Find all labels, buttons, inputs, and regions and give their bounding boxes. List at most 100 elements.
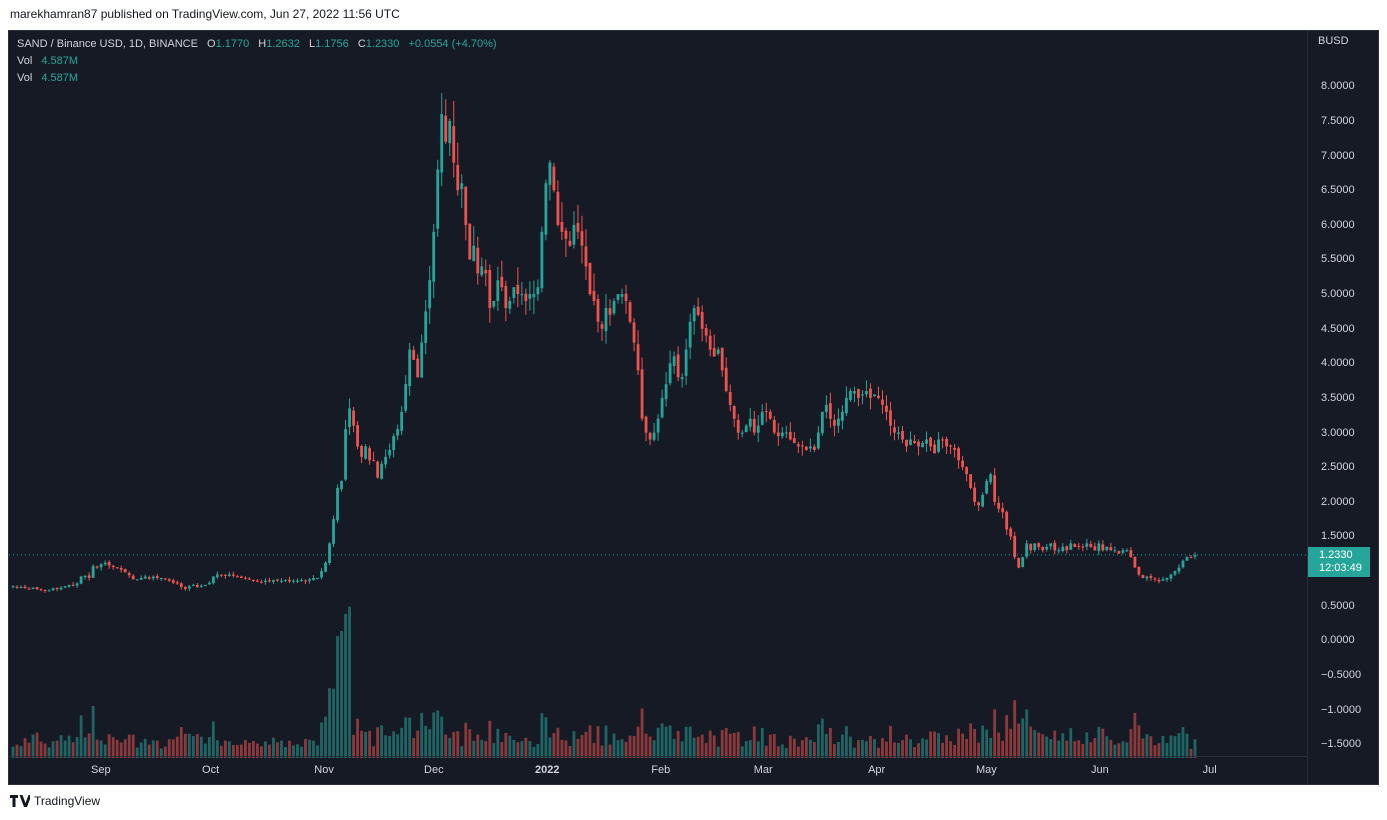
- candle-body: [993, 475, 997, 502]
- candle-body: [143, 576, 147, 579]
- volume-bar: [284, 747, 287, 758]
- volume-bar: [933, 731, 936, 758]
- volume-bar: [27, 742, 31, 758]
- symbol-label[interactable]: SAND / Binance USD, 1D, BINANCE: [17, 38, 198, 50]
- candle-body: [175, 582, 179, 584]
- volume-bar: [1001, 740, 1005, 758]
- time-axis[interactable]: Sep Oct Nov Dec 2022 Feb Mar Apr May Jun Jul: [9, 756, 1308, 784]
- volume-bar: [624, 741, 628, 758]
- price-axis[interactable]: BUSD 1.2330 12:03:49 8.0000 7.5000 7.0000 6…: [1307, 31, 1378, 784]
- candle-body: [304, 580, 307, 582]
- volume-legend-row[interactable]: Vol 4.587M: [17, 53, 497, 70]
- volume-bar: [1185, 733, 1189, 758]
- price-tick-label: −0.5000: [1321, 668, 1362, 681]
- volume-bar: [1077, 740, 1081, 758]
- candle-body: [736, 419, 740, 433]
- candle-body: [764, 410, 768, 412]
- chart-pane[interactable]: SAND / Binance USD, 1D, BINANCE O1.1770 …: [8, 30, 1379, 785]
- volume-bar: [360, 730, 363, 758]
- volume-bar: [1145, 734, 1149, 758]
- volume-bar: [111, 737, 115, 758]
- candle-body: [680, 377, 684, 380]
- candle-body: [969, 474, 973, 488]
- volume-bar: [704, 742, 708, 758]
- candle-body: [1137, 566, 1141, 575]
- candle-body: [328, 543, 331, 564]
- candle-body: [1005, 511, 1009, 530]
- ohlc-legend-row[interactable]: SAND / Binance USD, 1D, BINANCE O1.1770 …: [17, 36, 497, 53]
- candle-body: [1101, 544, 1105, 551]
- volume-bar: [824, 733, 828, 758]
- candle-body: [83, 575, 87, 578]
- candle-body: [1169, 574, 1173, 579]
- candle-body: [1109, 547, 1113, 551]
- candle-body: [560, 222, 564, 232]
- volume-bar: [376, 727, 380, 758]
- volume-bar: [424, 725, 428, 758]
- volume-bar: [63, 740, 67, 758]
- volume-bar: [492, 743, 496, 758]
- candle-body: [207, 582, 211, 585]
- candle-body: [464, 186, 468, 225]
- open-value: 1.1770: [215, 38, 250, 50]
- volume-bar: [468, 729, 472, 758]
- volume-bar: [744, 741, 748, 758]
- volume-bar: [788, 735, 792, 758]
- volume-bar: [921, 738, 924, 758]
- volume-bar: [504, 732, 508, 758]
- candle-body: [31, 587, 35, 590]
- volume-bar: [869, 735, 872, 758]
- volume-bar: [75, 737, 79, 758]
- candle-body: [191, 584, 195, 586]
- volume-bar: [1169, 735, 1173, 758]
- volume-bar: [1037, 732, 1041, 758]
- candlestick-plot[interactable]: [9, 31, 1308, 758]
- candle-body: [1037, 543, 1041, 547]
- footer-branding: TradingView: [10, 794, 100, 808]
- candle-body: [981, 494, 985, 507]
- volume-bar: [67, 735, 71, 758]
- candle-body: [648, 432, 652, 440]
- tradingview-logo-icon: [10, 795, 30, 807]
- bar-countdown: 12:03:49: [1319, 561, 1362, 574]
- candle-body: [688, 321, 692, 348]
- candle-body: [977, 502, 981, 506]
- candle-body: [784, 432, 788, 434]
- candle-body: [528, 294, 532, 299]
- volume-legend-row-2[interactable]: Vol 4.587M: [17, 70, 497, 87]
- candle-body: [280, 580, 283, 582]
- volume-bar: [1089, 742, 1093, 758]
- candle-body: [372, 460, 376, 462]
- volume-bar: [336, 636, 339, 758]
- volume-bar: [211, 721, 215, 758]
- volume-bar: [119, 742, 123, 758]
- candle-body: [400, 411, 404, 431]
- candle-body: [264, 580, 267, 582]
- volume-bar: [432, 712, 436, 758]
- volume-bar: [845, 726, 848, 758]
- candle-body: [239, 576, 243, 578]
- candle-body: [592, 290, 596, 302]
- candle-body: [107, 561, 111, 566]
- candle-body: [1133, 556, 1137, 568]
- volume-bar: [1173, 736, 1177, 758]
- price-tick-label: 2.5000: [1321, 461, 1355, 474]
- candle-body: [1057, 550, 1061, 552]
- candle-body: [1189, 556, 1193, 558]
- volume-bar: [496, 728, 500, 758]
- volume-bar: [632, 736, 636, 758]
- volume-bar: [760, 727, 764, 758]
- candle-body: [268, 580, 271, 582]
- candle-body: [1097, 543, 1101, 552]
- volume-bar: [420, 712, 424, 758]
- volume-label-2: Vol: [17, 72, 33, 84]
- volume-bar: [993, 709, 997, 758]
- volume-bar: [231, 744, 235, 758]
- volume-bar: [488, 720, 492, 758]
- volume-bar: [159, 748, 163, 758]
- volume-bar: [1193, 739, 1197, 758]
- candle-body: [91, 566, 95, 578]
- candle-body: [877, 395, 880, 398]
- volume-bar: [929, 731, 932, 758]
- candle-body: [1193, 555, 1197, 557]
